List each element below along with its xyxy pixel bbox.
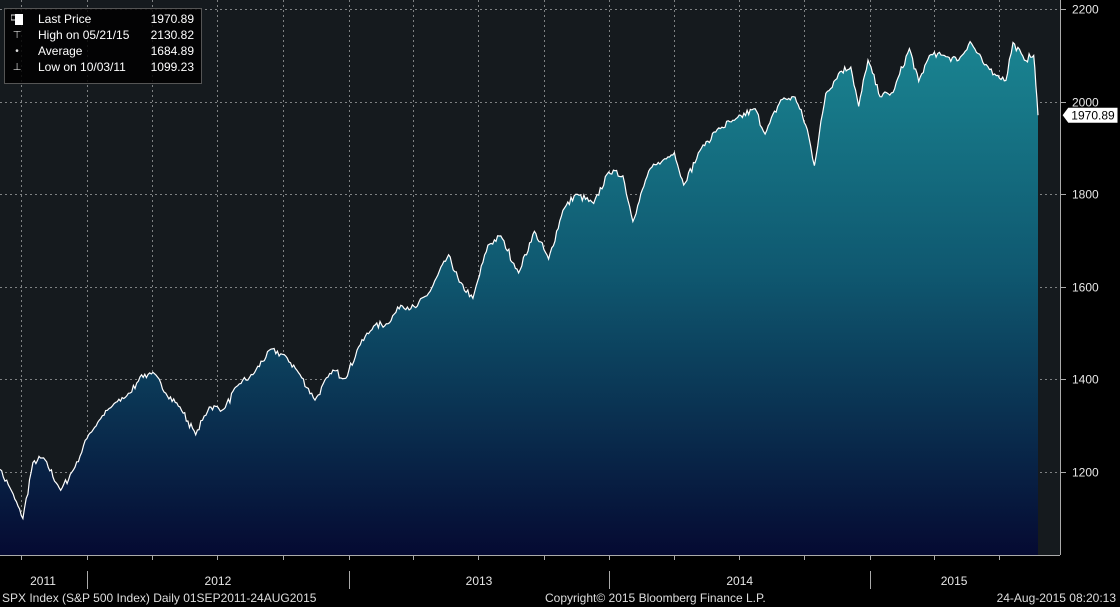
footer-timestamp: 24-Aug-2015 08:20:13 bbox=[996, 591, 1116, 605]
xtick-label: 2014 bbox=[726, 574, 753, 588]
xtick-label: 2012 bbox=[205, 574, 232, 588]
ytick-label: 1600 bbox=[1072, 281, 1099, 295]
price-line bbox=[0, 40, 1039, 521]
xtick-label: 2011 bbox=[30, 574, 56, 588]
xaxis-panel-background bbox=[0, 555, 1060, 589]
legend-item-high: ⊤ High on 05/21/15 2130.82 bbox=[5, 28, 201, 43]
legend-label: Average bbox=[38, 44, 83, 58]
xtick-label: 2013 bbox=[466, 574, 493, 588]
footer-copyright: Copyright© 2015 Bloomberg Finance L.P. bbox=[545, 591, 766, 605]
price-area bbox=[0, 41, 1038, 556]
legend-item-last-price: Last Price 1970.89 bbox=[5, 12, 201, 27]
square-icon bbox=[10, 13, 23, 26]
legend-box: Last Price 1970.89 ⊤ High on 05/21/15 21… bbox=[4, 8, 202, 84]
xtick-label: 2015 bbox=[941, 574, 968, 588]
ytick-label: 2200 bbox=[1072, 3, 1099, 17]
legend-value: 1684.89 bbox=[150, 44, 194, 58]
last-price-tag: 1970.89 bbox=[1061, 106, 1119, 124]
legend-value: 1099.23 bbox=[150, 60, 194, 74]
last-price-tag-shape bbox=[1061, 106, 1119, 124]
footer-series-info: SPX Index (S&P 500 Index) Daily 01SEP201… bbox=[2, 591, 317, 605]
ytick-label: 1800 bbox=[1072, 188, 1099, 202]
xaxis-ticks: 2011 2012 2013 2014 2015 bbox=[21, 555, 1000, 589]
high-marker-icon: ⊤ bbox=[12, 30, 22, 41]
low-marker-icon: ⊥ bbox=[12, 62, 22, 73]
legend-label: Last Price bbox=[38, 12, 92, 26]
ytick-label: 1200 bbox=[1072, 466, 1099, 480]
legend-label: Low on 10/03/11 bbox=[38, 60, 126, 74]
average-marker-icon: • bbox=[15, 46, 19, 57]
legend-item-low: ⊥ Low on 10/03/11 1099.23 bbox=[5, 60, 201, 75]
legend-value: 1970.89 bbox=[150, 12, 194, 26]
ytick-label: 1400 bbox=[1072, 373, 1099, 387]
footer-bar: SPX Index (S&P 500 Index) Daily 01SEP201… bbox=[0, 589, 1120, 607]
legend-label: High on 05/21/15 bbox=[38, 28, 130, 42]
legend-item-average: • Average 1684.89 bbox=[5, 44, 201, 59]
axis-panel-background bbox=[1060, 0, 1120, 589]
last-price-tag-label: 1970.89 bbox=[1071, 109, 1115, 123]
yaxis-ticks: 1200 1400 1600 1800 2000 2200 bbox=[1060, 3, 1099, 480]
legend-value: 2130.82 bbox=[150, 28, 194, 42]
ytick-label: 2000 bbox=[1072, 96, 1099, 110]
